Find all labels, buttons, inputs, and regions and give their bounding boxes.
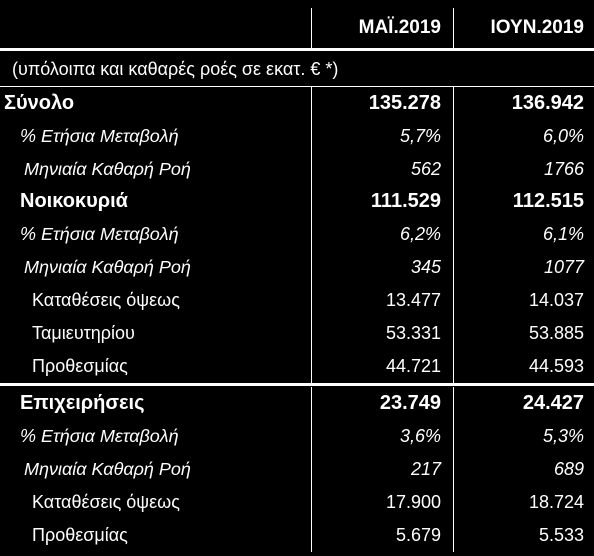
row-value-june: 6,0% — [542, 126, 584, 146]
units-note: (υπόλοιπα και καθαρές ροές σε εκατ. € *) — [12, 58, 339, 79]
row-label: % Ετήσια Μεταβολή — [0, 120, 312, 153]
row-label: Προθεσμίας — [0, 519, 312, 552]
row-value-may: 3,6% — [312, 420, 454, 453]
row-label: Ταμιευτηρίου — [0, 317, 312, 350]
table-row: % Ετήσια Μεταβολή 6,2% 6,1% — [0, 218, 594, 251]
row-value-may: 345 — [312, 251, 454, 284]
row-label: % Ετήσια Μεταβολή — [0, 218, 312, 251]
row-value-may: 562 — [312, 153, 454, 186]
row-label: Μηνιαία Καθαρή Ροή — [0, 153, 312, 186]
row-value-june: 1077 — [543, 257, 584, 277]
section-divider — [0, 383, 594, 386]
table-row: % Ετήσια Μεταβολή 3,6% 5,3% — [0, 420, 594, 453]
row-value-june: 18.724 — [528, 492, 584, 512]
row-label: Καταθέσεις όψεως — [0, 284, 312, 317]
row-label: Μηνιαία Καθαρή Ροή — [0, 251, 312, 284]
row-value-june: 1766 — [543, 159, 584, 179]
header-col-may-2019: ΜΑΪ.2019 — [312, 8, 454, 48]
row-value-may: 44.721 — [312, 350, 454, 383]
table-row: Προθεσμίας 5.679 5.533 — [0, 519, 594, 552]
table-row: Νοικοκυριά 111.529 112.515 — [0, 185, 594, 218]
header-col-june-2019: ΙΟΥΝ.2019 — [490, 17, 584, 38]
table-row: Επιχειρήσεις 23.749 24.427 — [0, 387, 594, 420]
row-label: Καταθέσεις όψεως — [0, 486, 312, 519]
row-value-june: 53.885 — [528, 323, 584, 343]
row-label: Επιχειρήσεις — [0, 387, 312, 420]
table-header-row: ΜΑΪ.2019 ΙΟΥΝ.2019 — [0, 8, 594, 48]
row-value-june: 6,1% — [542, 224, 584, 244]
row-label: % Ετήσια Μεταβολή — [0, 420, 312, 453]
row-value-may: 111.529 — [312, 185, 454, 218]
table-row: Μηνιαία Καθαρή Ροή 562 1766 — [0, 153, 594, 186]
row-value-may: 23.749 — [312, 387, 454, 420]
row-value-june: 5,3% — [542, 426, 584, 446]
row-value-june: 44.593 — [528, 356, 584, 376]
units-divider — [0, 86, 594, 87]
header-blank-cell — [0, 8, 312, 48]
units-row: (υπόλοιπα και καθαρές ροές σε εκατ. € *) — [0, 52, 594, 86]
table-row: Προθεσμίας 44.721 44.593 — [0, 350, 594, 383]
row-value-june: 24.427 — [522, 392, 584, 414]
row-value-may: 6,2% — [312, 218, 454, 251]
table-row: Ταμιευτηρίου 53.331 53.885 — [0, 317, 594, 350]
row-label: Μηνιαία Καθαρή Ροή — [0, 453, 312, 486]
row-value-june: 136.942 — [511, 92, 584, 114]
header-divider — [0, 48, 594, 51]
row-value-june: 14.037 — [528, 290, 584, 310]
table-row: Σύνολο 135.278 136.942 — [0, 87, 594, 120]
row-value-may: 13.477 — [312, 284, 454, 317]
row-label: Σύνολο — [0, 87, 312, 120]
row-value-may: 5,7% — [312, 120, 454, 153]
table-row: Καταθέσεις όψεως 17.900 18.724 — [0, 486, 594, 519]
row-value-june: 689 — [553, 459, 584, 479]
table-row: Καταθέσεις όψεως 13.477 14.037 — [0, 284, 594, 317]
row-value-may: 5.679 — [312, 519, 454, 552]
row-value-may: 217 — [312, 453, 454, 486]
table-row: Μηνιαία Καθαρή Ροή 217 689 — [0, 453, 594, 486]
row-value-june: 5.533 — [538, 525, 584, 545]
table-row: Μηνιαία Καθαρή Ροή 345 1077 — [0, 251, 594, 284]
row-value-may: 53.331 — [312, 317, 454, 350]
row-label: Νοικοκυριά — [0, 185, 312, 218]
row-label: Προθεσμίας — [0, 350, 312, 383]
row-value-june: 112.515 — [512, 190, 584, 212]
row-value-may: 135.278 — [312, 87, 454, 120]
row-value-may: 17.900 — [312, 486, 454, 519]
table-row: % Ετήσια Μεταβολή 5,7% 6,0% — [0, 120, 594, 153]
